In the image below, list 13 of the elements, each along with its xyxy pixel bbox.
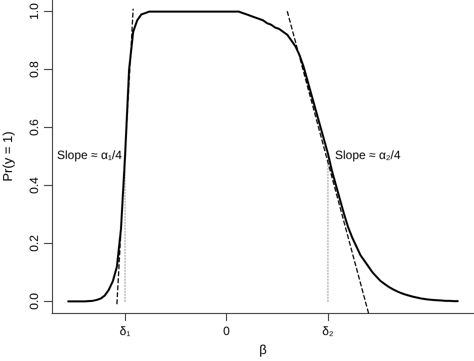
y-tick-label: 1.0 <box>27 2 41 20</box>
y-tick-label: 0.6 <box>27 118 41 136</box>
x-axis-title: β <box>259 342 267 357</box>
y-tick-label: 0.0 <box>27 292 41 310</box>
y-tick-label: 0.4 <box>27 176 41 194</box>
x-tick-label: δ₁ <box>120 324 130 338</box>
x-tick-label: 0 <box>223 324 230 338</box>
x-tick-label: δ₂ <box>322 324 334 338</box>
y-tick-label: 0.8 <box>27 60 41 78</box>
annotation: Slope ≈ α₂/4 <box>335 148 401 162</box>
y-axis-title: Pr(y = 1) <box>0 131 15 182</box>
annotation: Slope ≈ α₁/4 <box>57 148 122 162</box>
y-tick-label: 0.2 <box>27 234 41 252</box>
